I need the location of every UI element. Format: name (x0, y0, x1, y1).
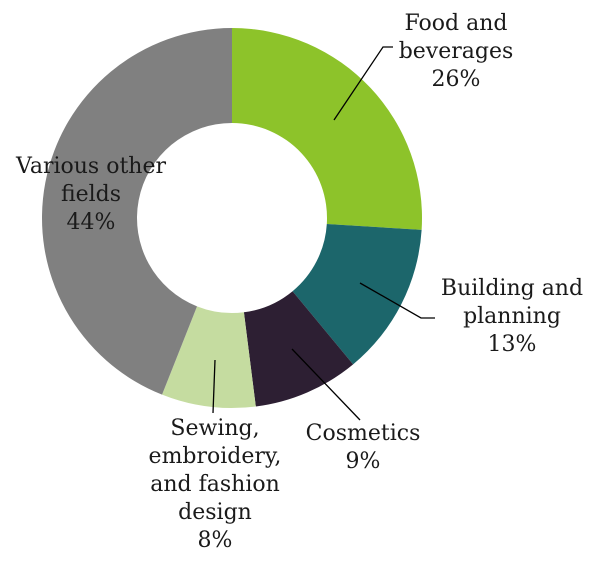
leader-line (212, 359, 216, 414)
slice-name-label: and fashion (150, 472, 280, 497)
slice-name-label: embroidery, (149, 444, 282, 469)
slice-cosmetics (243, 291, 354, 407)
slice-value-label: 9% (346, 449, 381, 474)
slice-various-other-fields (41, 28, 232, 395)
slice-label: Sewing, embroidery, and fashion design 8% (149, 416, 282, 553)
slice-name-label: beverages (399, 39, 514, 64)
slice-food-and-beverages (232, 28, 423, 230)
slice-name-label: fields (61, 182, 121, 207)
slice-value-label: 8% (198, 528, 233, 553)
slice-name-label: Building and (441, 276, 583, 301)
slice-name-label: Cosmetics (306, 421, 421, 446)
slice-name-label: design (178, 500, 252, 525)
slice-sewing-embroidery-and-fashion-design (162, 306, 256, 408)
slice-value-label: 13% (488, 332, 537, 357)
slice-building-and-planning (292, 223, 422, 365)
slice-label: Various other fields 44% (15, 154, 167, 235)
slice-name-label: planning (463, 304, 561, 329)
slice-name-label: Various other (15, 154, 167, 179)
slice-label: Building and planning 13% (441, 276, 583, 357)
leader-line (359, 282, 435, 319)
leader-line (291, 348, 361, 421)
slice-value-label: 44% (67, 210, 116, 235)
slice-label: Food and beverages 26% (399, 11, 514, 92)
slice-label: Cosmetics 9% (306, 421, 421, 474)
leader-line (333, 46, 393, 121)
slice-name-label: Food and (405, 11, 508, 36)
slice-value-label: 26% (432, 67, 481, 92)
slice-name-label: Sewing, (170, 416, 259, 441)
